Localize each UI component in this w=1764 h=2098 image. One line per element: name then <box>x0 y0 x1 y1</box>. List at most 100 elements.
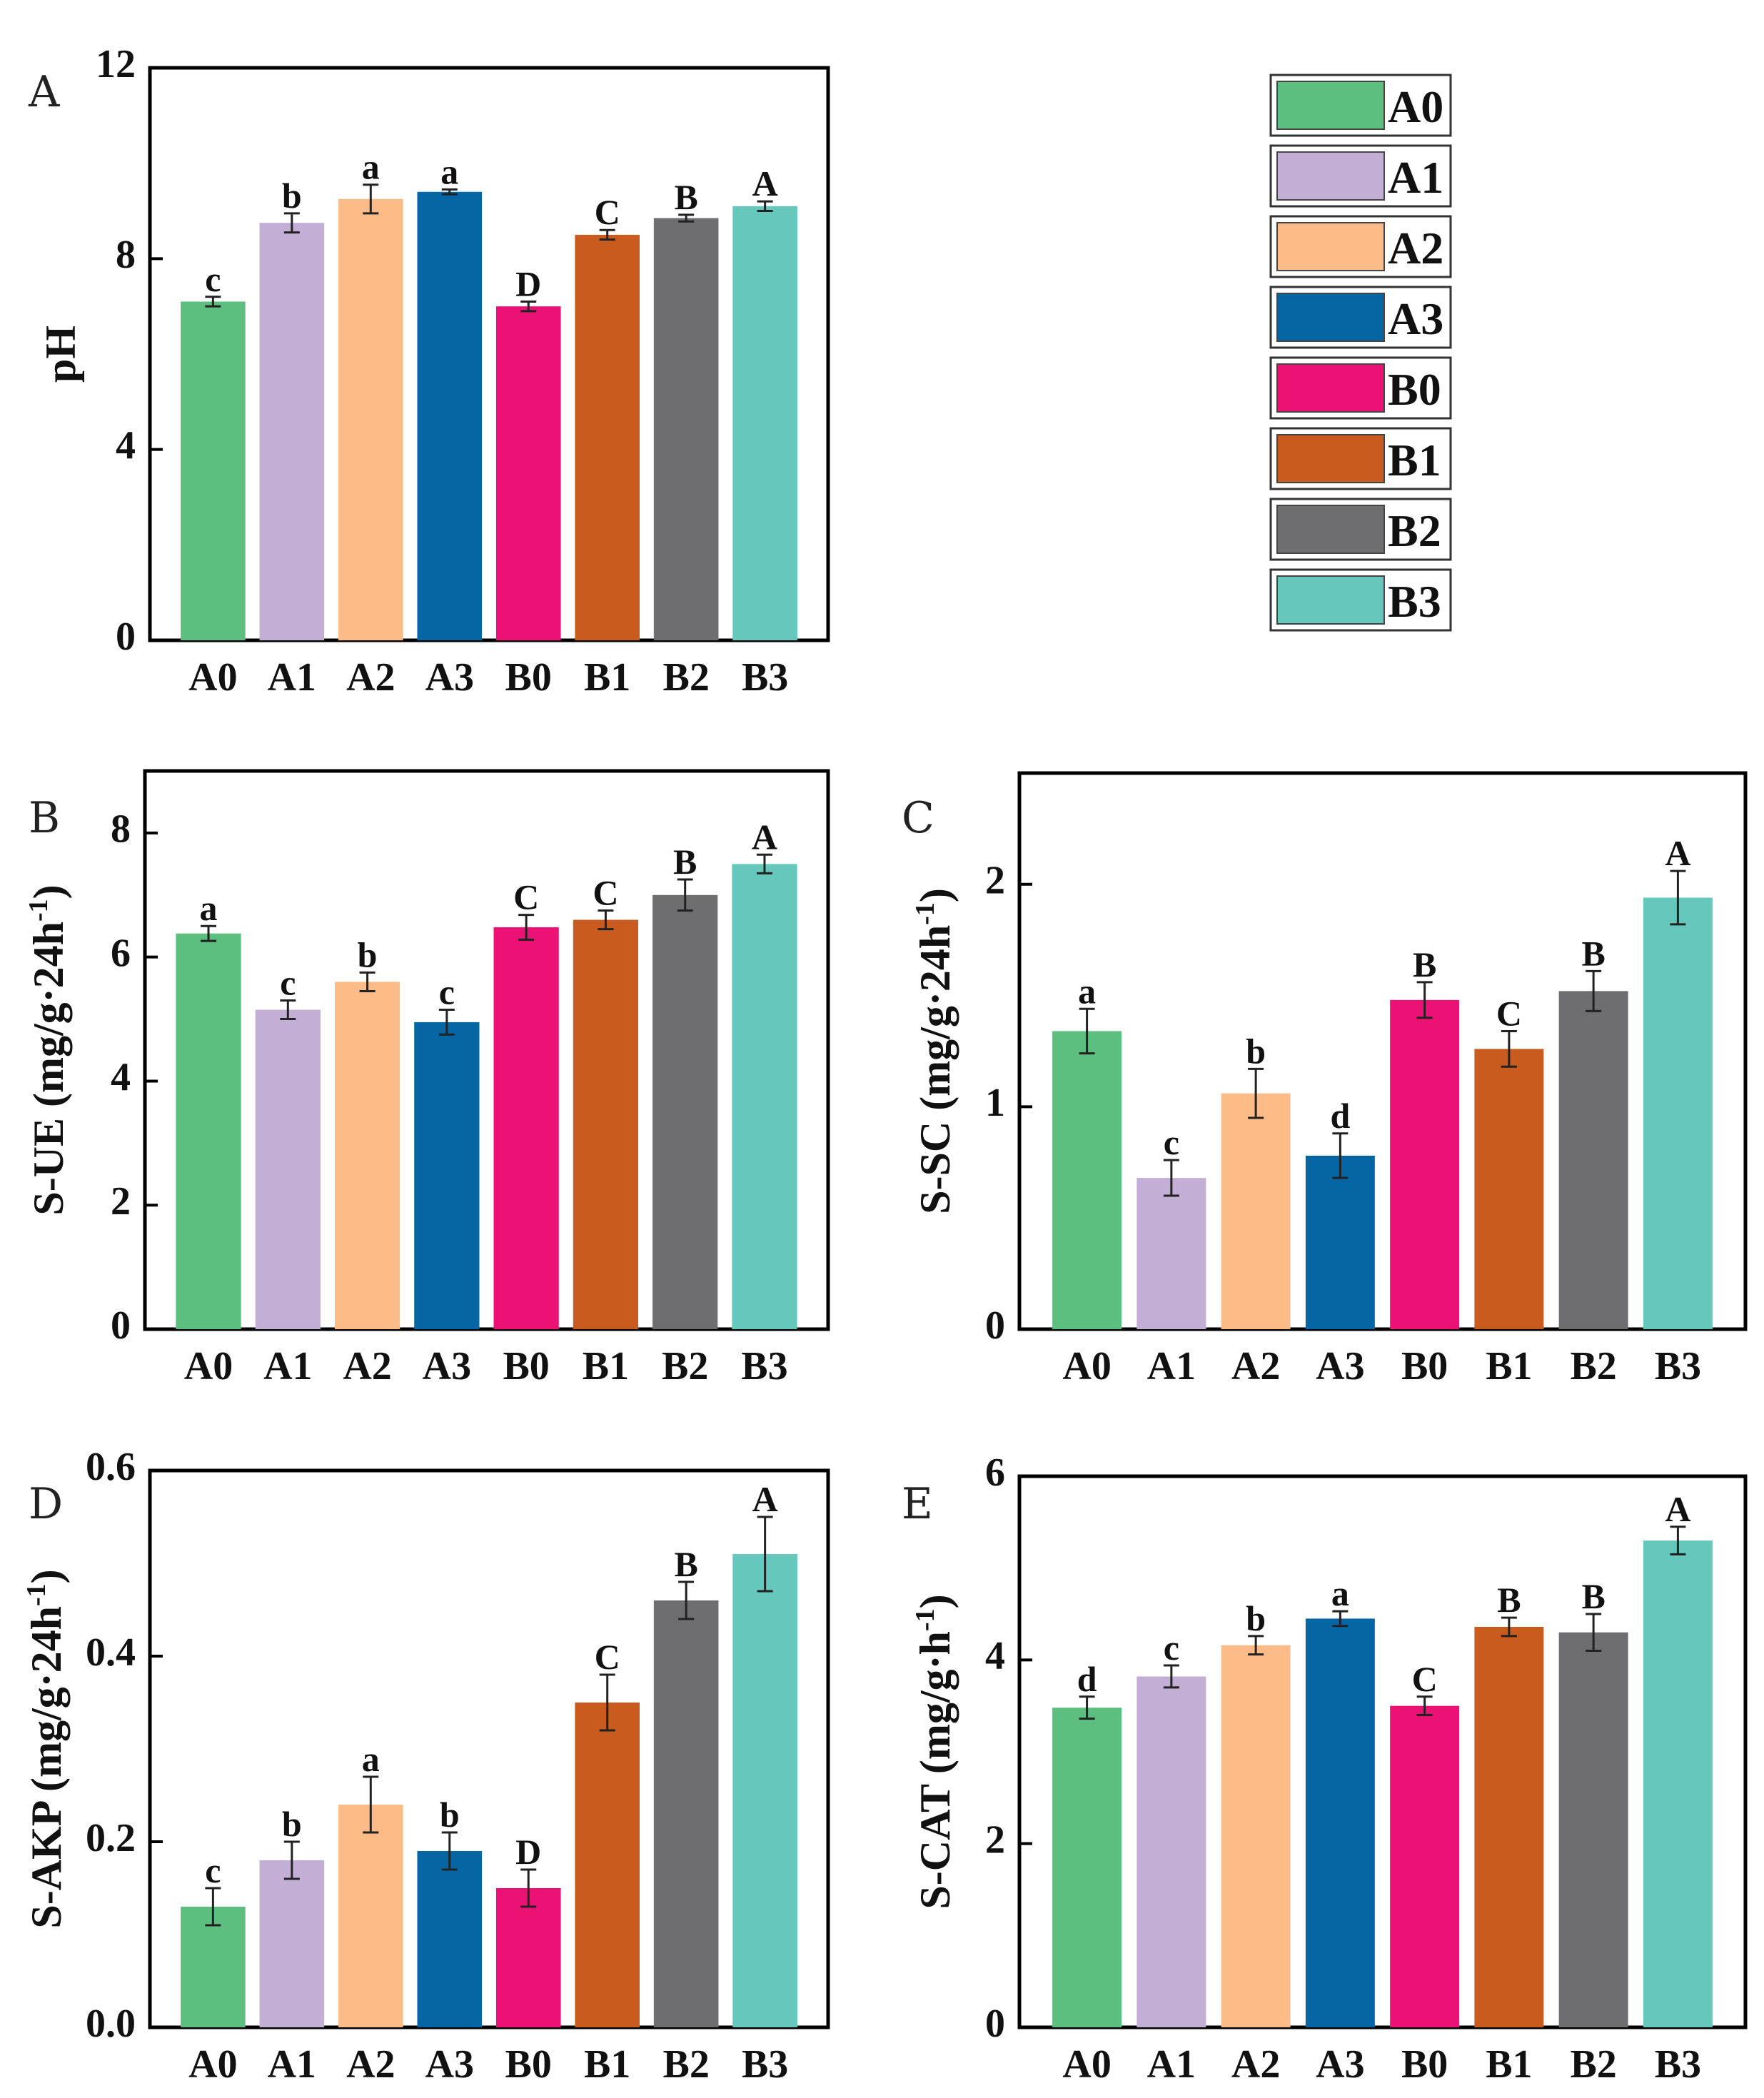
significance-letter: B <box>674 177 697 217</box>
significance-letter: C <box>593 873 618 913</box>
y-tick-label: 4 <box>111 1055 131 1099</box>
legend-swatch-b2 <box>1276 505 1385 554</box>
significance-letter: b <box>1246 1031 1266 1071</box>
significance-letter: D <box>515 263 541 303</box>
bar-a0 <box>181 301 246 640</box>
significance-letter: B <box>1497 1580 1521 1620</box>
bar-b3 <box>732 206 797 641</box>
legend-label-a2: A2 <box>1388 223 1443 273</box>
bar-b3 <box>732 1554 797 2027</box>
bar-a2 <box>1221 1645 1291 2027</box>
x-tick-label: A0 <box>188 2042 237 2087</box>
significance-letter: a <box>362 147 380 187</box>
bar-a3 <box>417 1851 483 2027</box>
x-tick-label: A3 <box>1316 2042 1364 2087</box>
bar-b2 <box>653 218 719 640</box>
significance-letter: b <box>282 176 302 216</box>
significance-letter: c <box>439 972 455 1012</box>
significance-letter: c <box>280 962 296 1002</box>
significance-letter: C <box>595 1637 620 1677</box>
legend-swatch-a1 <box>1276 151 1385 201</box>
y-tick-label: 6 <box>111 932 131 976</box>
bar-b2 <box>1558 991 1628 1329</box>
x-tick-label: A2 <box>1231 2042 1280 2087</box>
legend-label-b2: B2 <box>1388 505 1441 556</box>
bar-a1 <box>259 223 325 640</box>
x-tick-label: A1 <box>1147 2042 1196 2087</box>
legend-label-b0: B0 <box>1388 364 1441 415</box>
x-tick-label: A1 <box>263 1344 312 1388</box>
legend-label-a0: A0 <box>1388 81 1443 132</box>
bar-a0 <box>1052 1031 1122 1329</box>
bar-b0 <box>495 1888 561 2027</box>
significance-letter: d <box>1330 1096 1350 1136</box>
x-tick-label: B3 <box>742 655 788 700</box>
x-tick-label: A3 <box>1316 1344 1364 1388</box>
bar-b1 <box>1474 1627 1544 2027</box>
significance-letter: d <box>1077 1659 1097 1699</box>
significance-letter: b <box>440 1795 460 1835</box>
y-tick-label: 8 <box>116 233 136 277</box>
legend-label-a1: A1 <box>1388 152 1443 203</box>
significance-letter: B <box>673 842 697 882</box>
bar-b0 <box>495 306 561 640</box>
bar-a1 <box>1136 1676 1206 2027</box>
significance-letter: a <box>1078 971 1096 1011</box>
plot-frame <box>1017 1474 1748 2029</box>
x-tick-label: B1 <box>583 1344 629 1388</box>
bar-b1 <box>575 1703 640 2027</box>
bar-a2 <box>334 982 400 1329</box>
significance-letter: D <box>515 1832 541 1872</box>
y-tick-label: 4 <box>116 424 136 468</box>
y-tick-label: 4 <box>985 1634 1005 1678</box>
panel-letter: B <box>29 793 60 843</box>
bar-a3 <box>417 191 483 640</box>
panel-c: C 0 1 2 S-SC (mg/g·24h-1) a A0 c A1 b A2 d A3 B B0 C B1 B… <box>902 771 1748 1388</box>
x-tick-label: B1 <box>584 2042 630 2087</box>
y-tick-label: 0 <box>985 1303 1005 1348</box>
y-tick-label: 0 <box>985 2002 1005 2046</box>
y-axis-label: pH <box>37 326 84 383</box>
legend-swatch-b1 <box>1276 434 1385 483</box>
bar-b2 <box>1558 1632 1628 2027</box>
significance-letter: b <box>358 934 378 974</box>
significance-letter: c <box>205 259 221 299</box>
bar-b2 <box>652 894 718 1329</box>
significance-letter: a <box>1331 1573 1349 1613</box>
y-tick-label: 1 <box>985 1081 1005 1125</box>
y-tick-label: 12 <box>96 42 136 86</box>
plot-frame <box>148 66 830 642</box>
y-tick-label: 0.4 <box>86 1630 136 1675</box>
significance-letter: C <box>513 877 539 917</box>
significance-letter: b <box>282 1804 302 1844</box>
legend-swatch-a0 <box>1276 81 1385 130</box>
x-tick-label: B2 <box>662 655 709 700</box>
significance-letter: a <box>200 888 218 928</box>
x-tick-label: B2 <box>662 2042 709 2087</box>
significance-letter: c <box>205 1850 221 1890</box>
panel-letter: C <box>902 793 934 843</box>
y-tick-label: 0.0 <box>86 2002 136 2046</box>
x-tick-label: B0 <box>1401 1344 1448 1388</box>
bar-a1 <box>255 1009 321 1329</box>
x-tick-label: A3 <box>425 2042 474 2087</box>
x-tick-label: A3 <box>423 1344 471 1388</box>
legend-swatch-a3 <box>1276 293 1385 342</box>
plot-frame <box>143 769 830 1331</box>
significance-letter: B <box>1413 944 1436 984</box>
x-tick-label: B2 <box>1570 2042 1616 2087</box>
legend-swatch-b3 <box>1276 575 1385 625</box>
significance-letter: A <box>752 817 777 857</box>
legend: A0 A1 A2 A3 B0 B1 B2 B3 <box>1269 74 1452 632</box>
x-tick-label: A1 <box>268 655 316 700</box>
y-tick-label: 0.6 <box>86 1445 136 1489</box>
bar-a2 <box>338 1805 403 2027</box>
significance-letter: B <box>674 1544 697 1584</box>
x-tick-label: B0 <box>1401 2042 1448 2087</box>
bar-a0 <box>176 933 241 1329</box>
significance-letter: A <box>1665 833 1690 873</box>
bar-b3 <box>1643 1540 1713 2027</box>
bar-a3 <box>1305 1155 1375 1329</box>
